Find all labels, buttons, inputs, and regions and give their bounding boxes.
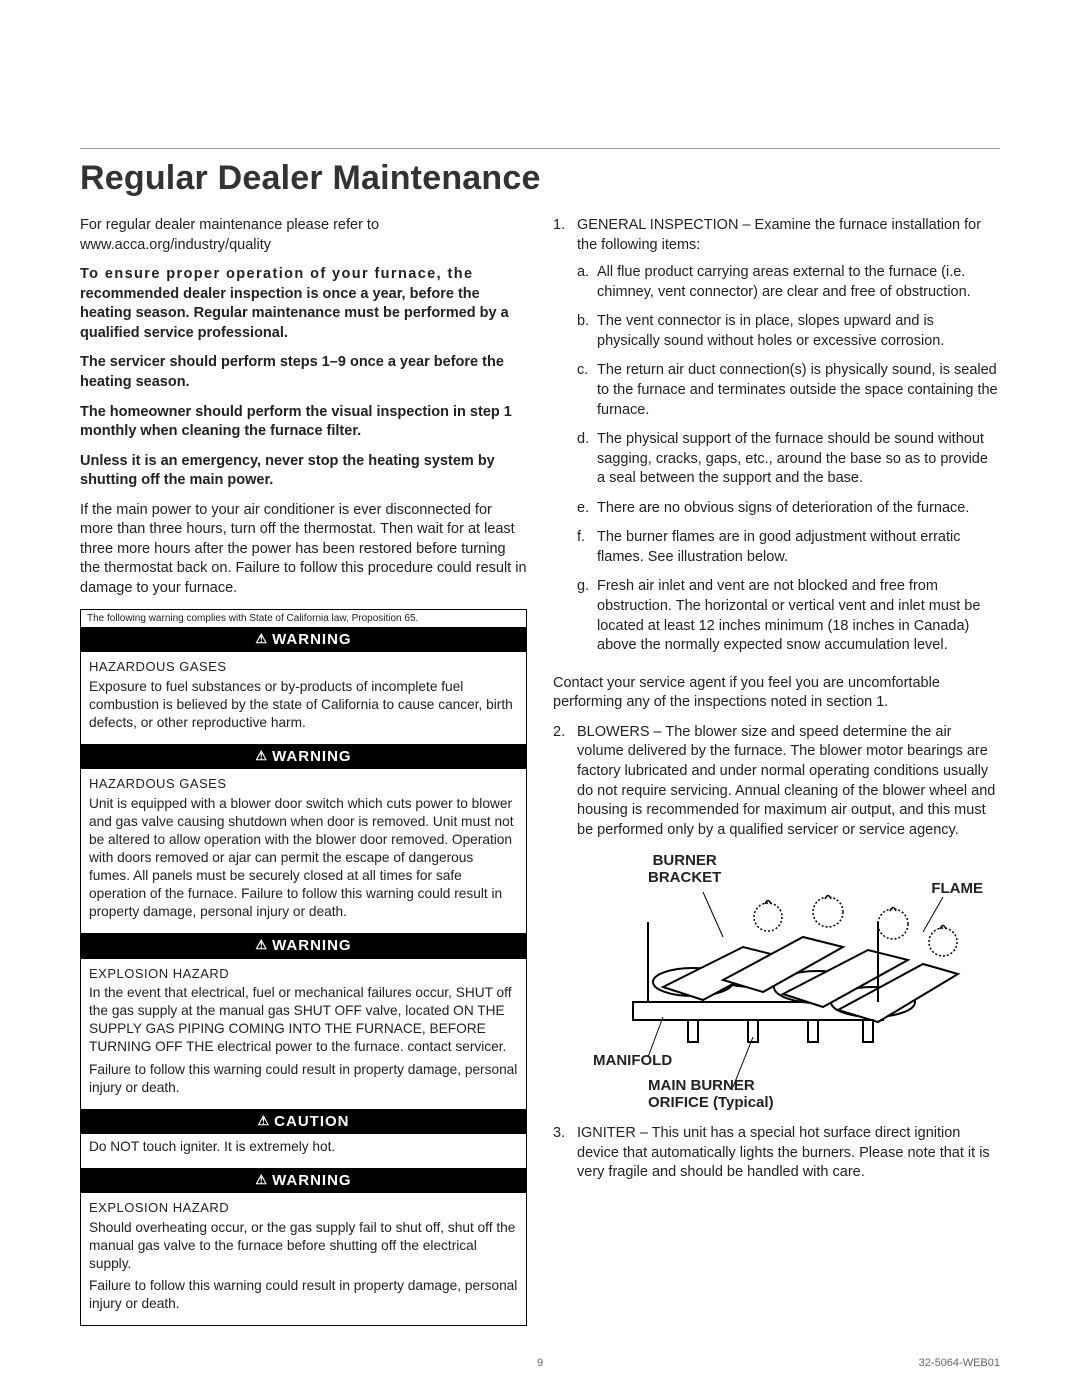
alpha-e-text: There are no obvious signs of deteriorat… bbox=[597, 499, 1000, 519]
item3-number: 3. bbox=[553, 1124, 577, 1183]
alpha-c-text: The return air duct connection(s) is phy… bbox=[597, 361, 1000, 420]
bold-para-4: Unless it is an emergency, never stop th… bbox=[80, 452, 527, 491]
item1-number: 1. bbox=[553, 216, 577, 666]
warning-icon: ⚠ bbox=[255, 1171, 268, 1189]
warning-sub-4: EXPLOSION HAZARD bbox=[89, 1199, 518, 1217]
alpha-a-text: All flue product carrying areas external… bbox=[597, 263, 1000, 302]
warning-icon: ⚠ bbox=[255, 747, 268, 765]
diagram-label-burner-bracket: BURNERBRACKET bbox=[648, 852, 721, 887]
item1-lead: GENERAL INSPECTION – Examine the furnace… bbox=[577, 217, 981, 253]
warning-body-1: HAZARDOUS GASES Exposure to fuel substan… bbox=[81, 652, 526, 745]
list-item-1: 1. GENERAL INSPECTION – Examine the furn… bbox=[553, 216, 1000, 666]
warning-text-1: Exposure to fuel substances or by-produc… bbox=[89, 678, 518, 732]
two-column-layout: For regular dealer maintenance please re… bbox=[80, 216, 1000, 1326]
left-column: For regular dealer maintenance please re… bbox=[80, 216, 527, 1326]
caution-body-1: Do NOT touch igniter. It is extremely ho… bbox=[81, 1134, 526, 1169]
right-column: 1. GENERAL INSPECTION – Examine the furn… bbox=[553, 216, 1000, 1326]
item2-number: 2. bbox=[553, 723, 577, 840]
alpha-g-letter: g. bbox=[577, 577, 597, 655]
alpha-f-text: The burner flames are in good adjustment… bbox=[597, 528, 1000, 567]
warning-icon: ⚠ bbox=[255, 936, 268, 954]
diagram-label-manifold: MANIFOLD bbox=[593, 1052, 672, 1069]
warning-body-3: EXPLOSION HAZARD In the event that elect… bbox=[81, 959, 526, 1110]
footer-doc-number: 32-5064-WEB01 bbox=[919, 1357, 1000, 1369]
top-rule bbox=[80, 148, 1000, 149]
bold-para-1b: recommended dealer inspection is once a … bbox=[80, 286, 509, 341]
list-item-3: 3. IGNITER – This unit has a special hot… bbox=[553, 1124, 1000, 1183]
warning-header-2: ⚠WARNING bbox=[81, 745, 526, 769]
warning-text-4a: Should overheating occur, or the gas sup… bbox=[89, 1219, 518, 1273]
alpha-d-letter: d. bbox=[577, 430, 597, 489]
alpha-c-letter: c. bbox=[577, 361, 597, 420]
diagram-label-orifice: MAIN BURNERORIFICE (Typical) bbox=[648, 1077, 774, 1112]
item2-text: BLOWERS – The blower size and speed dete… bbox=[577, 723, 1000, 840]
bold-para-1: To ensure proper operation of your furna… bbox=[80, 265, 527, 343]
warning-icon: ⚠ bbox=[255, 630, 268, 648]
bold-para-1a: To ensure proper operation of your furna… bbox=[80, 266, 473, 282]
item3-text: IGNITER – This unit has a special hot su… bbox=[577, 1124, 1000, 1183]
warning-head-1-text: WARNING bbox=[272, 631, 352, 648]
warning-header-1: ⚠WARNING bbox=[81, 628, 526, 652]
diagram-label-flame: FLAME bbox=[931, 880, 983, 897]
caution-head-1-text: CAUTION bbox=[274, 1113, 349, 1130]
page-title: Regular Dealer Maintenance bbox=[80, 159, 1000, 198]
numbered-list: 1. GENERAL INSPECTION – Examine the furn… bbox=[553, 216, 1000, 666]
alpha-list: a.All flue product carrying areas extern… bbox=[577, 263, 1000, 656]
warning-text-2: Unit is equipped with a blower door swit… bbox=[89, 795, 518, 922]
alpha-b-text: The vent connector is in place, slopes u… bbox=[597, 312, 1000, 351]
contact-text: Contact your service agent if you feel y… bbox=[553, 674, 1000, 713]
alpha-e-letter: e. bbox=[577, 499, 597, 519]
warning-header-4: ⚠WARNING bbox=[81, 1169, 526, 1193]
warning-text-3b: Failure to follow this warning could res… bbox=[89, 1061, 518, 1097]
warning-sub-3: EXPLOSION HAZARD bbox=[89, 965, 518, 983]
alpha-f-letter: f. bbox=[577, 528, 597, 567]
warning-head-4-text: WARNING bbox=[272, 1172, 352, 1189]
warning-sub-2: HAZARDOUS GASES bbox=[89, 775, 518, 793]
alpha-a-letter: a. bbox=[577, 263, 597, 302]
warning-text-4b: Failure to follow this warning could res… bbox=[89, 1277, 518, 1313]
prop65-note: The following warning complies with Stat… bbox=[81, 610, 526, 629]
warning-table: The following warning complies with Stat… bbox=[80, 609, 527, 1327]
caution-header-1: ⚠CAUTION bbox=[81, 1110, 526, 1134]
alpha-d-text: The physical support of the furnace shou… bbox=[597, 430, 1000, 489]
warning-header-3: ⚠WARNING bbox=[81, 934, 526, 958]
numbered-list-cont2: 3. IGNITER – This unit has a special hot… bbox=[553, 1124, 1000, 1183]
warning-sub-1: HAZARDOUS GASES bbox=[89, 658, 518, 676]
burner-diagram: BURNERBRACKET FLAME MANIFOLD MAIN BURNER… bbox=[593, 852, 973, 1112]
para-power: If the main power to your air conditione… bbox=[80, 501, 527, 599]
warning-text-3a: In the event that electrical, fuel or me… bbox=[89, 984, 518, 1056]
list-item-2: 2. BLOWERS – The blower size and speed d… bbox=[553, 723, 1000, 840]
alpha-g-text: Fresh air inlet and vent are not blocked… bbox=[597, 577, 1000, 655]
warning-body-4: EXPLOSION HAZARD Should overheating occu… bbox=[81, 1193, 526, 1325]
bold-para-3: The homeowner should perform the visual … bbox=[80, 403, 527, 442]
warning-head-2-text: WARNING bbox=[272, 748, 352, 765]
numbered-list-cont: 2. BLOWERS – The blower size and speed d… bbox=[553, 723, 1000, 840]
footer-page-number: 9 bbox=[537, 1357, 543, 1369]
warning-icon: ⚠ bbox=[258, 1112, 271, 1130]
warning-head-3-text: WARNING bbox=[272, 937, 352, 954]
bold-para-2: The servicer should perform steps 1–9 on… bbox=[80, 353, 527, 392]
burner-svg bbox=[593, 852, 973, 1112]
warning-body-2: HAZARDOUS GASES Unit is equipped with a … bbox=[81, 769, 526, 934]
alpha-b-letter: b. bbox=[577, 312, 597, 351]
intro-text: For regular dealer maintenance please re… bbox=[80, 216, 527, 255]
caution-text-1: Do NOT touch igniter. It is extremely ho… bbox=[89, 1138, 518, 1156]
